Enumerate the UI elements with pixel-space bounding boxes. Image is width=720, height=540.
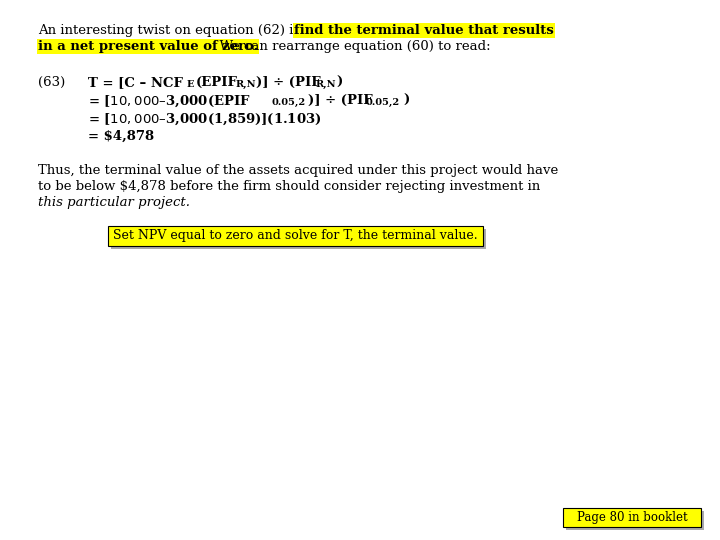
FancyBboxPatch shape xyxy=(111,229,486,249)
Text: = [$10,000 – $3,000(EPIF: = [$10,000 – $3,000(EPIF xyxy=(88,94,251,110)
Text: to be below $4,878 before the firm should consider rejecting investment in: to be below $4,878 before the firm shoul… xyxy=(38,180,540,193)
Text: = [$10,000 – $3,000(1,859)](1.103): = [$10,000 – $3,000(1,859)](1.103) xyxy=(88,112,322,127)
Text: ): ) xyxy=(336,76,342,89)
Text: )] ÷ (PIF: )] ÷ (PIF xyxy=(256,76,320,89)
Text: find the terminal value that results: find the terminal value that results xyxy=(294,24,554,37)
Text: 0.05,2: 0.05,2 xyxy=(271,98,305,107)
Text: (EPIF: (EPIF xyxy=(196,76,238,89)
Text: in a net present value of zero.: in a net present value of zero. xyxy=(38,40,258,53)
Text: R,N: R,N xyxy=(236,80,256,89)
Text: this particular project.: this particular project. xyxy=(38,196,190,209)
Text: An interesting twist on equation (62) is to: An interesting twist on equation (62) is… xyxy=(38,24,322,37)
FancyBboxPatch shape xyxy=(566,511,704,530)
FancyBboxPatch shape xyxy=(563,508,701,527)
Text: T = [C – NCF: T = [C – NCF xyxy=(88,76,183,89)
Text: 0.05,2: 0.05,2 xyxy=(366,98,400,107)
Text: ): ) xyxy=(403,94,409,107)
Text: = $4,878: = $4,878 xyxy=(88,130,154,143)
Text: We can rearrange equation (60) to read:: We can rearrange equation (60) to read: xyxy=(211,40,490,53)
Text: R,N: R,N xyxy=(316,80,336,89)
Text: Page 80 in booklet: Page 80 in booklet xyxy=(577,511,688,524)
Text: Thus, the terminal value of the assets acquired under this project would have: Thus, the terminal value of the assets a… xyxy=(38,164,558,177)
Text: (63): (63) xyxy=(38,76,66,89)
Text: Set NPV equal to zero and solve for T, the terminal value.: Set NPV equal to zero and solve for T, t… xyxy=(113,230,478,242)
Text: )] ÷ (PIF: )] ÷ (PIF xyxy=(308,94,373,107)
Text: E: E xyxy=(187,80,194,89)
FancyBboxPatch shape xyxy=(108,226,483,246)
